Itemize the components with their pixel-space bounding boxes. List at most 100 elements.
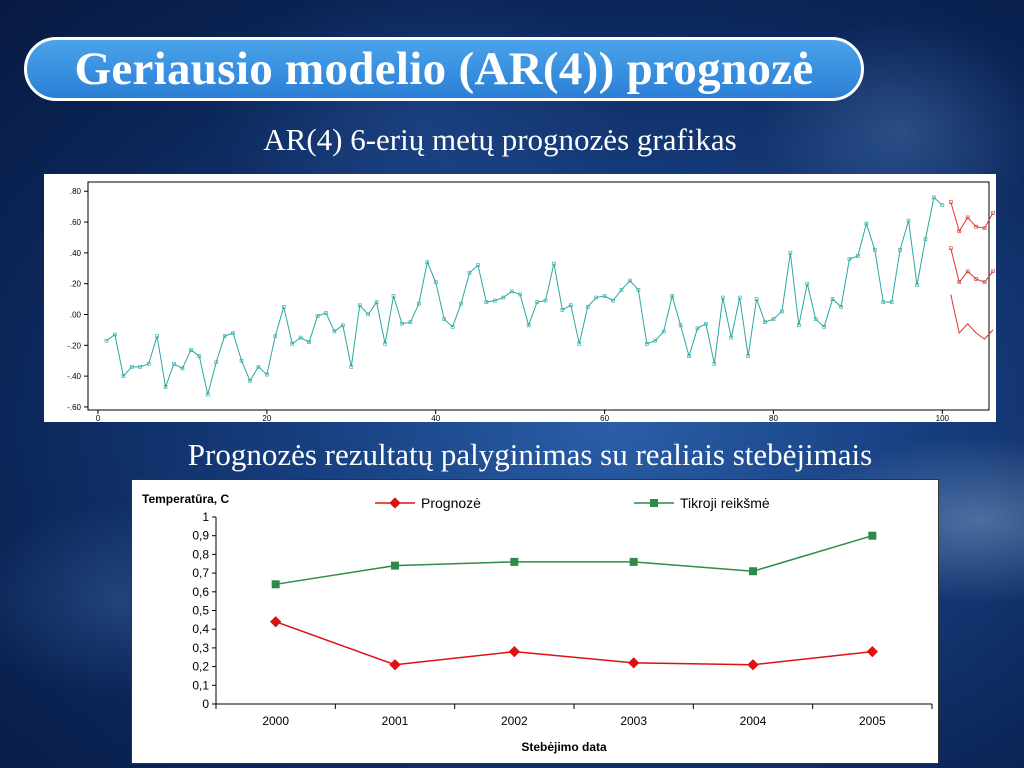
forecast-point — [957, 229, 962, 234]
x-tick-label: 2004 — [740, 714, 767, 728]
x-tick-label: 100 — [936, 414, 950, 422]
observed-point — [197, 354, 202, 358]
observed-point — [256, 365, 261, 369]
legend-label-tikroji: Tikroji reikšmė — [680, 495, 770, 511]
observed-point — [518, 292, 522, 297]
y-tick-label: -.20 — [67, 341, 81, 350]
y-tick-label: 0,8 — [192, 547, 209, 561]
observed-point — [298, 335, 303, 340]
y-tick-label: .00 — [70, 310, 82, 319]
observed-point — [754, 297, 759, 301]
observed-point — [273, 334, 278, 338]
forecast-point — [965, 215, 970, 220]
observed-point — [315, 314, 320, 318]
forecast-point — [948, 246, 953, 251]
y-tick-label: .20 — [70, 280, 82, 289]
observed-point — [797, 323, 801, 328]
y-tick-label: 0,4 — [192, 622, 209, 636]
observed-point — [636, 288, 641, 292]
observed-point — [189, 348, 193, 352]
observed-point — [155, 334, 159, 338]
legend-label-prognoze: Prognozė — [421, 495, 481, 511]
observed-point — [822, 325, 826, 329]
bottom-chart-caption: Prognozės rezultatų palyginimas su reali… — [187, 437, 873, 472]
slide-title-banner: Geriausio modelio (AR(4)) prognozė — [24, 37, 864, 101]
forecast-point — [948, 200, 953, 204]
observed-point — [535, 300, 539, 304]
observed-point — [763, 320, 767, 324]
y-tick-label: 0,6 — [192, 585, 209, 599]
plot-frame — [87, 181, 990, 411]
observed-point — [450, 325, 455, 329]
observed-point — [493, 298, 497, 303]
observed-point — [509, 289, 514, 294]
observed-point — [231, 331, 235, 335]
observed-point — [771, 317, 776, 321]
prognoze-point — [628, 657, 640, 669]
observed-point — [813, 317, 818, 321]
comparison-chart: Temperatūra, C Stebėjimo data Prognozė T… — [142, 492, 933, 754]
observed-point — [906, 218, 911, 223]
observed-point — [864, 221, 869, 226]
observed-point — [923, 237, 928, 241]
observed-point — [205, 392, 210, 397]
ar4-forecast-chart: .80 .60 .40 .20 .00 -.20 -.40 -.60 0 20 40 60 80 100 — [67, 181, 995, 423]
observed-point — [341, 323, 345, 328]
y-tick-label: 0,7 — [192, 566, 209, 580]
legend-marker-prognoze — [389, 497, 401, 509]
observed-point — [121, 374, 126, 378]
observed-point — [940, 203, 945, 207]
y-tick-label: 0 — [202, 697, 209, 711]
forecast-point — [974, 224, 978, 229]
observed-point — [898, 247, 902, 252]
observed-point — [839, 304, 843, 309]
x-tick-label: 2002 — [501, 714, 528, 728]
observed-point — [501, 295, 506, 300]
observed-point — [374, 300, 379, 304]
forecast-series-line — [950, 248, 994, 284]
prognoze-point — [747, 659, 759, 671]
y-tick-label: -.60 — [67, 403, 81, 412]
observed-point — [332, 329, 337, 334]
observed-point — [695, 326, 700, 331]
observed-point — [712, 361, 717, 366]
y-tick-label: 0,9 — [192, 529, 209, 543]
observed-point — [214, 360, 219, 365]
forecast-point — [965, 269, 970, 274]
observed-point — [425, 260, 430, 264]
x-tick-label: 2005 — [859, 714, 886, 728]
x-tick-label: 40 — [431, 414, 440, 422]
observed-point — [915, 283, 919, 288]
observed-point — [129, 365, 134, 369]
tikroji-point — [391, 561, 399, 570]
legend-marker-tikroji — [650, 499, 658, 507]
y-tick-label: 0,1 — [192, 678, 209, 692]
observed-point — [881, 300, 886, 304]
tikroji-point — [510, 557, 519, 566]
observed-point — [661, 329, 666, 334]
x-tick-label: 80 — [769, 414, 778, 422]
observed-point — [653, 338, 658, 343]
observed-point — [560, 308, 565, 312]
tikroji-point — [629, 557, 638, 566]
observed-point — [746, 354, 750, 358]
prognoze-series-line — [275, 621, 873, 666]
y-tick-label: .40 — [70, 249, 82, 258]
observed-point — [543, 298, 548, 303]
observed-point — [678, 323, 683, 328]
x-axis-label: Stebėjimo data — [521, 740, 607, 754]
observed-point — [737, 295, 742, 300]
observed-point — [459, 301, 463, 306]
x-tick-label: 2003 — [620, 714, 647, 728]
observed-point — [585, 304, 590, 309]
observed-point — [721, 295, 725, 300]
prognoze-point — [508, 645, 520, 658]
observed-point — [163, 385, 168, 389]
forecast-point — [991, 211, 995, 215]
observed-point — [628, 278, 632, 283]
observed-point — [577, 341, 582, 346]
observed-point — [442, 317, 446, 321]
tikroji-point — [271, 580, 280, 589]
observed-point — [172, 361, 176, 366]
observed-point — [788, 251, 793, 255]
